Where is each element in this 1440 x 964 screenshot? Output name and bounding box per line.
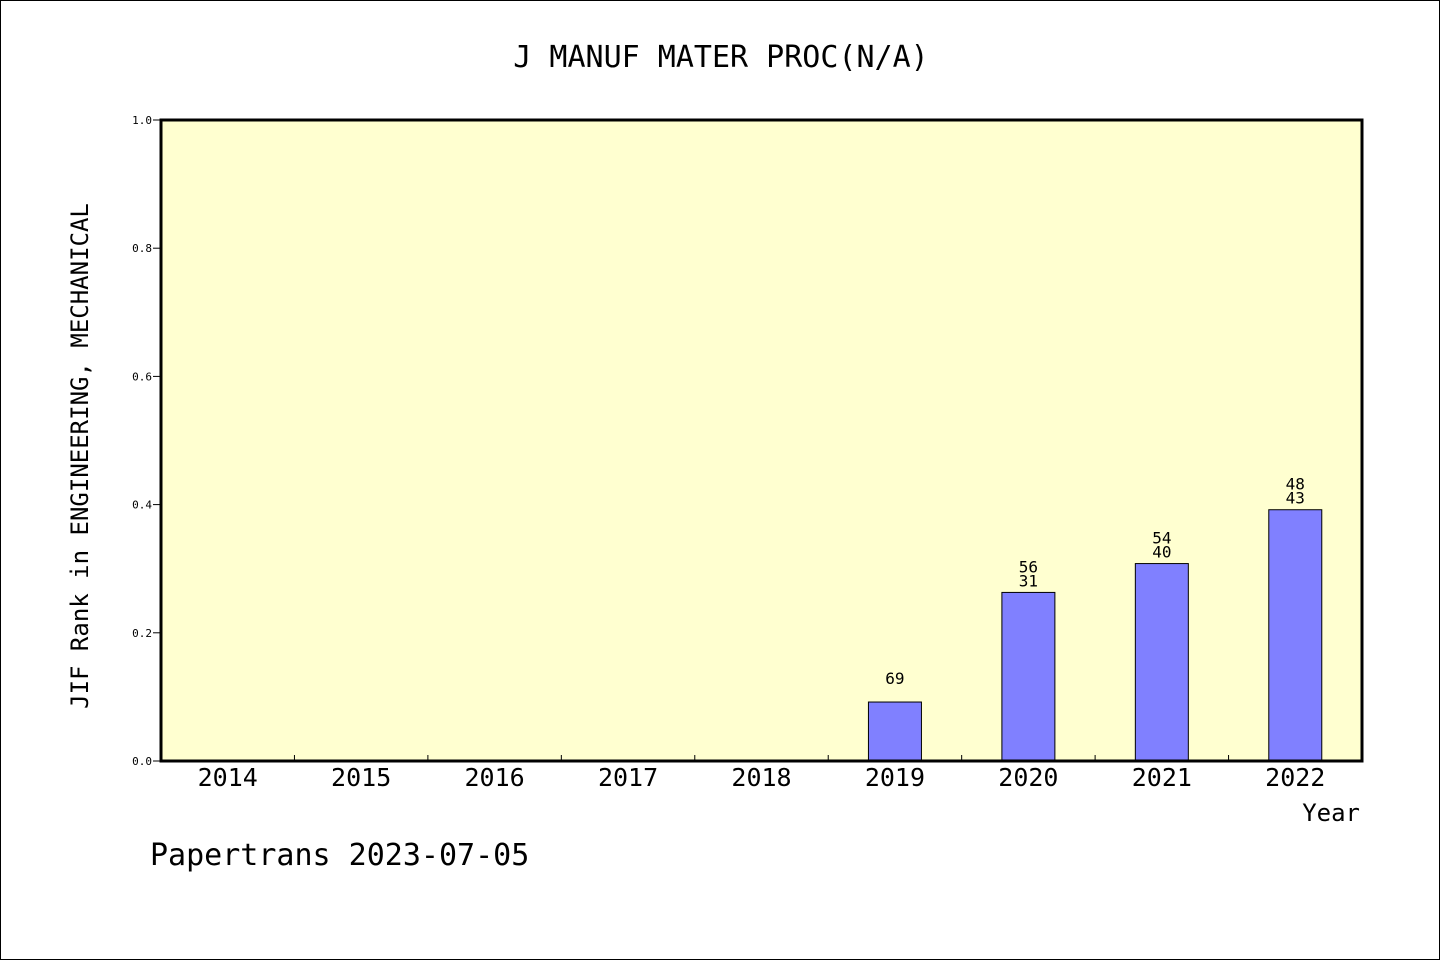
bar-group (867, 509, 1323, 762)
y-tick-label: 0.6 (132, 370, 152, 383)
chart-title: J MANUF MATER PROC(N/A) (513, 40, 928, 75)
bar-2019 (867, 701, 922, 762)
y-tick-label: 0.4 (132, 499, 152, 512)
x-tick-label: 2016 (465, 763, 525, 792)
x-tick-label: 2014 (198, 763, 258, 792)
x-tick-label: 2015 (331, 763, 391, 792)
bar-data-label: 40 (1152, 543, 1171, 562)
plot-border (159, 118, 1364, 763)
x-tick-label: 2020 (998, 763, 1058, 792)
bar-data-label: 31 (1019, 571, 1038, 590)
bar-data-label: 54 (1152, 529, 1171, 548)
y-tick-label: 0.2 (132, 627, 152, 640)
bar-data-label: 48 (1286, 475, 1305, 494)
bar-2021 (1134, 563, 1189, 762)
bar-data-label: 56 (1019, 557, 1038, 576)
y-tick-label: 0.8 (132, 242, 152, 255)
bar-2022 (1268, 509, 1323, 762)
y-tick-label: 0.0 (132, 755, 152, 768)
x-tick-label: 2019 (865, 763, 925, 792)
x-tick-label: 2021 (1132, 763, 1192, 792)
axis-ticks: 0.0 0.2 0.4 0.6 0.8 1.0 2014 2015 2016 2017 2018 20… (132, 114, 1325, 792)
x-axis-label: Year (1302, 799, 1360, 827)
x-tick-label: 2017 (598, 763, 658, 792)
x-tick-label: 2018 (731, 763, 791, 792)
bar-data-label: 43 (1286, 489, 1305, 508)
footer-credit: Papertrans 2023-07-05 (150, 838, 529, 873)
y-axis-label: JIF Rank in ENGINEERING, MECHANICAL (66, 203, 94, 709)
y-tick-label: 1.0 (132, 114, 152, 127)
bar-data-label: 69 (885, 669, 904, 688)
bar-2020 (1001, 591, 1056, 762)
x-tick-label: 2022 (1265, 763, 1325, 792)
